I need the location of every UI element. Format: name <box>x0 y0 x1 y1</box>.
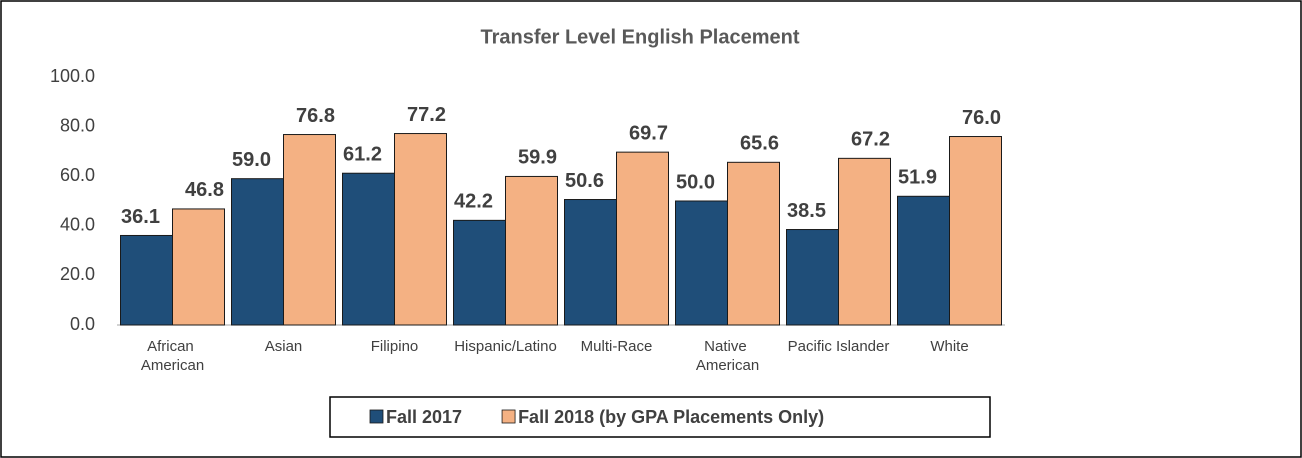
value-label: 77.2 <box>407 104 446 126</box>
y-tick-label: 40.0 <box>60 215 95 235</box>
bar <box>949 136 1002 326</box>
value-label: 38.5 <box>787 200 826 222</box>
bar <box>120 234 173 326</box>
value-label: 69.7 <box>629 122 668 144</box>
y-tick-label: 60.0 <box>60 165 95 185</box>
bar <box>897 195 950 326</box>
x-tick-label: Hispanic/Latino <box>454 338 557 355</box>
value-label: 65.6 <box>740 133 779 155</box>
value-label: 50.6 <box>565 170 604 192</box>
x-tick-label: Pacific Islander <box>788 338 890 355</box>
value-label: 59.9 <box>518 147 557 169</box>
bar <box>505 175 558 326</box>
x-tick-label: African American <box>141 338 204 374</box>
bar <box>283 134 336 326</box>
legend-box <box>329 396 991 438</box>
chart-title: Transfer Level English Placement <box>480 26 799 48</box>
value-label: 76.0 <box>962 107 1001 129</box>
x-tick-label: Asian <box>265 338 303 355</box>
y-tick-label: 100.0 <box>50 66 95 86</box>
value-label: 36.1 <box>121 206 160 228</box>
y-tick-label: 80.0 <box>60 115 95 135</box>
bar <box>172 208 225 326</box>
value-label: 42.2 <box>454 191 493 213</box>
value-label: 51.9 <box>898 167 937 189</box>
x-tick-label: White <box>930 338 968 355</box>
bar <box>838 157 891 326</box>
x-tick-label: Native American <box>696 338 759 374</box>
value-label: 61.2 <box>343 144 382 166</box>
value-label: 50.0 <box>676 171 715 193</box>
x-tick-label: Filipino <box>371 338 419 355</box>
bar <box>394 133 447 326</box>
bar <box>786 229 839 326</box>
y-tick-label: 20.0 <box>60 264 95 284</box>
legend-label: Fall 2018 (by GPA Placements Only) <box>518 407 824 427</box>
legend-swatch <box>501 409 516 424</box>
value-label: 46.8 <box>185 179 224 201</box>
legend-label: Fall 2017 <box>386 407 462 427</box>
legend-swatch <box>369 409 384 424</box>
value-label: 76.8 <box>296 105 335 127</box>
bar <box>453 219 506 326</box>
value-label: 59.0 <box>232 149 271 171</box>
bar <box>342 172 395 326</box>
x-tick-label: Multi-Race <box>581 338 653 355</box>
value-label: 67.2 <box>851 129 890 151</box>
bar <box>231 178 284 326</box>
bar <box>727 161 780 326</box>
bar <box>675 200 728 326</box>
bar <box>564 199 617 326</box>
bar <box>616 151 669 326</box>
y-tick-label: 0.0 <box>70 314 95 334</box>
